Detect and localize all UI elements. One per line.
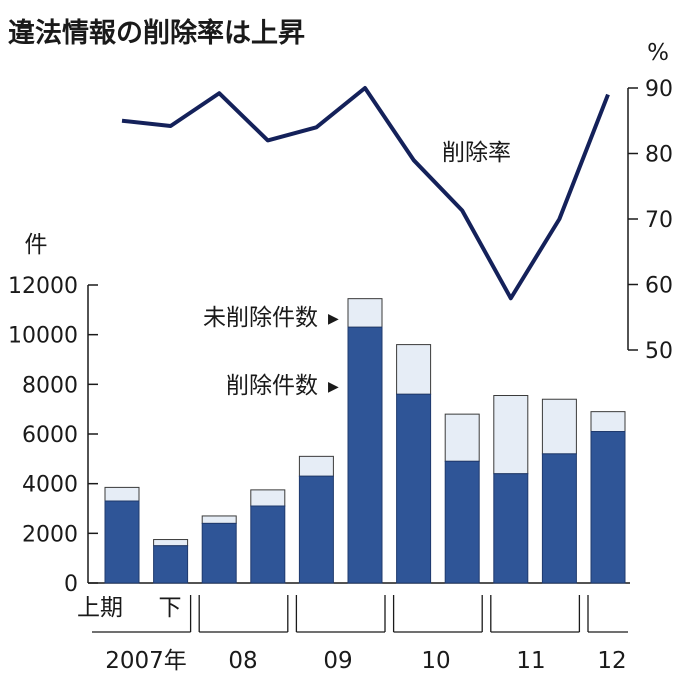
bar-removed — [396, 393, 432, 584]
x-label-second-half: 下 — [159, 595, 182, 621]
x-label-first-half: 上期 — [77, 595, 123, 621]
bar-tick-label: 12000 — [8, 274, 78, 299]
rate-label: 削除率 — [442, 140, 511, 166]
bar-unremoved — [444, 413, 480, 462]
bar-tick-label: 6000 — [22, 423, 78, 448]
bar-unremoved — [493, 395, 529, 475]
unremoved-arrow: ▶ — [328, 311, 339, 327]
bar-tick-label: 0 — [64, 572, 78, 597]
year-brackets — [92, 595, 628, 633]
bar-tick-label: 10000 — [8, 324, 78, 349]
year-label: 08 — [228, 648, 257, 674]
bar-unremoved — [250, 489, 286, 507]
removed-arrow: ▶ — [328, 379, 339, 395]
rate-axis-unit: % — [647, 40, 669, 66]
rate-tick-label: 70 — [645, 208, 673, 233]
bar-unremoved — [396, 344, 432, 395]
bar-unremoved — [541, 398, 577, 455]
rate-tick-label: 90 — [645, 77, 673, 102]
year-label: 11 — [516, 648, 545, 674]
bar-removed — [493, 473, 529, 584]
bar-unremoved — [298, 455, 334, 477]
bar-unremoved — [104, 486, 140, 502]
bar-unremoved — [590, 411, 626, 433]
bar-axis-ticks: 0 2000 4000 6000 8000 10000 12000 — [8, 274, 98, 597]
chart-title: 違法情報の削除率は上昇 — [8, 17, 305, 49]
bar-removed — [298, 475, 334, 584]
rate-tick-label: 60 — [645, 274, 673, 299]
bar-series — [104, 298, 626, 584]
bar-removed — [590, 431, 626, 584]
year-labels: 2007年 08 09 10 11 12 — [105, 648, 626, 674]
year-label: 12 — [597, 648, 626, 674]
rate-tick-label: 50 — [645, 339, 673, 364]
year-label: 2007年 — [105, 648, 187, 674]
bar-tick-label: 2000 — [22, 522, 78, 547]
bar-removed — [201, 522, 237, 584]
bar-removed — [347, 326, 383, 584]
bar-removed — [153, 545, 189, 584]
bar-removed — [104, 500, 140, 584]
bar-unremoved — [347, 298, 383, 328]
removed-label: 削除件数 — [226, 373, 318, 399]
rate-tick-label: 80 — [645, 143, 673, 168]
bar-tick-label: 8000 — [22, 373, 78, 398]
bar-removed — [444, 460, 480, 584]
rate-line — [121, 86, 610, 301]
bar-unremoved — [153, 539, 189, 547]
year-label: 09 — [323, 648, 352, 674]
rate-axis-ticks: 50 60 70 80 90 — [628, 77, 673, 364]
year-label: 10 — [421, 648, 450, 674]
bar-tick-label: 4000 — [22, 473, 78, 498]
bar-axis-unit: 件 — [25, 232, 48, 258]
bar-removed — [541, 453, 577, 584]
bar-unremoved — [201, 515, 237, 524]
unremoved-label: 未削除件数 — [203, 305, 318, 331]
bar-removed — [250, 505, 286, 584]
